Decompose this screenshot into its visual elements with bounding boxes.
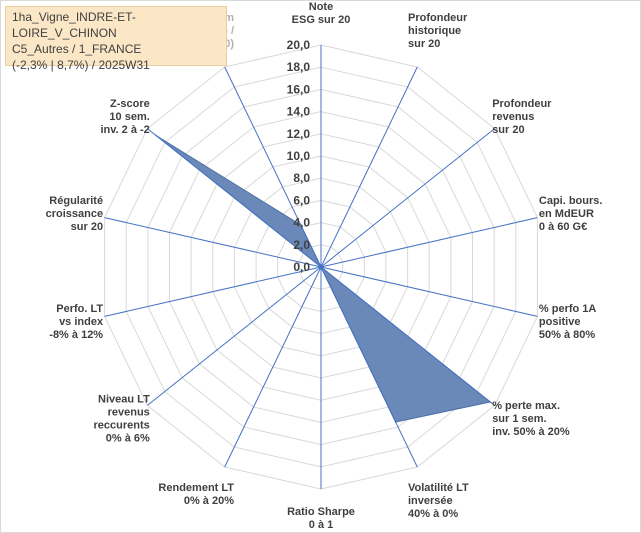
spoke-12 — [147, 128, 322, 268]
category-label-3-line-1: en MdEUR — [539, 208, 594, 220]
category-label-8: Rendement LT0% à 20% — [158, 482, 234, 507]
category-label-4-line-1: positive — [539, 316, 581, 328]
category-label-5: % perte max.sur 1 sem.inv. 50% à 20% — [492, 400, 570, 438]
tick-label-0: 0,0 — [293, 260, 310, 274]
tick-label-3: 6,0 — [293, 193, 310, 207]
spoke-13 — [224, 66, 322, 268]
category-label-5-line-0: % perte max. — [492, 400, 560, 412]
category-label-10-line-2: -8% à 12% — [49, 329, 103, 341]
header-line-3: (-2,3% | 8,7%) / 2025W31 — [12, 58, 150, 72]
tick-label-1: 2,0 — [293, 238, 310, 252]
spoke-2 — [320, 128, 495, 268]
tick-label-8: 16,0 — [287, 82, 311, 96]
category-label-9-line-1: revenus — [108, 406, 150, 418]
tick-label-4: 8,0 — [293, 171, 310, 185]
category-label-4-line-2: 50% à 80% — [539, 329, 595, 341]
header-line-2: C5_Autres / 1_FRANCE — [12, 42, 142, 56]
category-label-7-line-1: 0 à 1 — [309, 519, 333, 531]
tick-label-9: 18,0 — [287, 60, 311, 74]
category-label-9-line-0: Niveau LT — [98, 393, 150, 405]
spoke-3 — [320, 217, 538, 268]
category-label-5-line-1: sur 1 sem. — [492, 413, 546, 425]
category-label-6-line-2: 40% à 0% — [408, 508, 458, 520]
tick-label-7: 14,0 — [287, 105, 311, 119]
spoke-10 — [104, 266, 322, 317]
category-label-3-line-0: Capi. bours. — [539, 195, 603, 207]
category-label-2-line-1: revenus — [492, 111, 534, 123]
category-label-1-line-0: Profondeur — [408, 12, 468, 24]
category-label-3-line-2: 0 à 60 G€ — [539, 221, 587, 233]
category-label-2-line-2: sur 20 — [492, 124, 524, 136]
header-info-box: 1ha_Vigne_INDRE-ET-LOIRE_V_CHINON C5_Aut… — [5, 6, 227, 72]
spoke-11 — [104, 217, 322, 268]
spoke-5 — [320, 266, 495, 406]
category-label-10-line-1: vs index — [59, 316, 104, 328]
category-label-6-line-0: Volatilité LT — [408, 482, 469, 494]
category-label-11-line-0: Régularité — [49, 195, 103, 207]
category-label-9-line-3: 0% à 6% — [106, 432, 150, 444]
tick-label-5: 10,0 — [287, 149, 311, 163]
spoke-6 — [320, 266, 418, 468]
category-label-2-line-0: Profondeur — [492, 98, 552, 110]
spoke-4 — [320, 266, 538, 317]
category-label-6-line-1: inversée — [408, 495, 453, 507]
tick-label-10: 20,0 — [287, 38, 311, 52]
category-label-4-line-0: % perfo 1A — [539, 303, 597, 315]
category-label-12-line-0: Z-score — [110, 98, 150, 110]
category-label-1-line-1: historique — [408, 25, 461, 37]
category-label-8-line-1: 0% à 20% — [184, 495, 234, 507]
category-label-11-line-2: sur 20 — [71, 221, 103, 233]
spoke-8 — [224, 266, 322, 468]
category-label-1-line-2: sur 20 — [408, 38, 440, 50]
category-label-5-line-2: inv. 50% à 20% — [492, 426, 570, 438]
category-label-12-line-2: inv. 2 à -2 — [100, 124, 149, 136]
header-line-1: 1ha_Vigne_INDRE-ET-LOIRE_V_CHINON — [12, 10, 136, 40]
spoke-9 — [147, 266, 322, 406]
tick-label-2: 4,0 — [293, 216, 310, 230]
category-label-12-line-1: 10 sem. — [109, 111, 149, 123]
spoke-1 — [320, 66, 418, 268]
tick-label-6: 12,0 — [287, 127, 311, 141]
category-label-0-line-1: ESG sur 20 — [292, 14, 351, 26]
category-label-8-line-0: Rendement LT — [158, 482, 234, 494]
category-label-7-line-0: Ratio Sharpe — [287, 506, 355, 518]
category-label-9-line-2: reccurents — [94, 419, 150, 431]
category-label-10-line-0: Perfo. LT — [56, 303, 103, 315]
category-label-0-line-0: Note — [309, 1, 333, 13]
category-label-11-line-1: croissance — [46, 208, 103, 220]
